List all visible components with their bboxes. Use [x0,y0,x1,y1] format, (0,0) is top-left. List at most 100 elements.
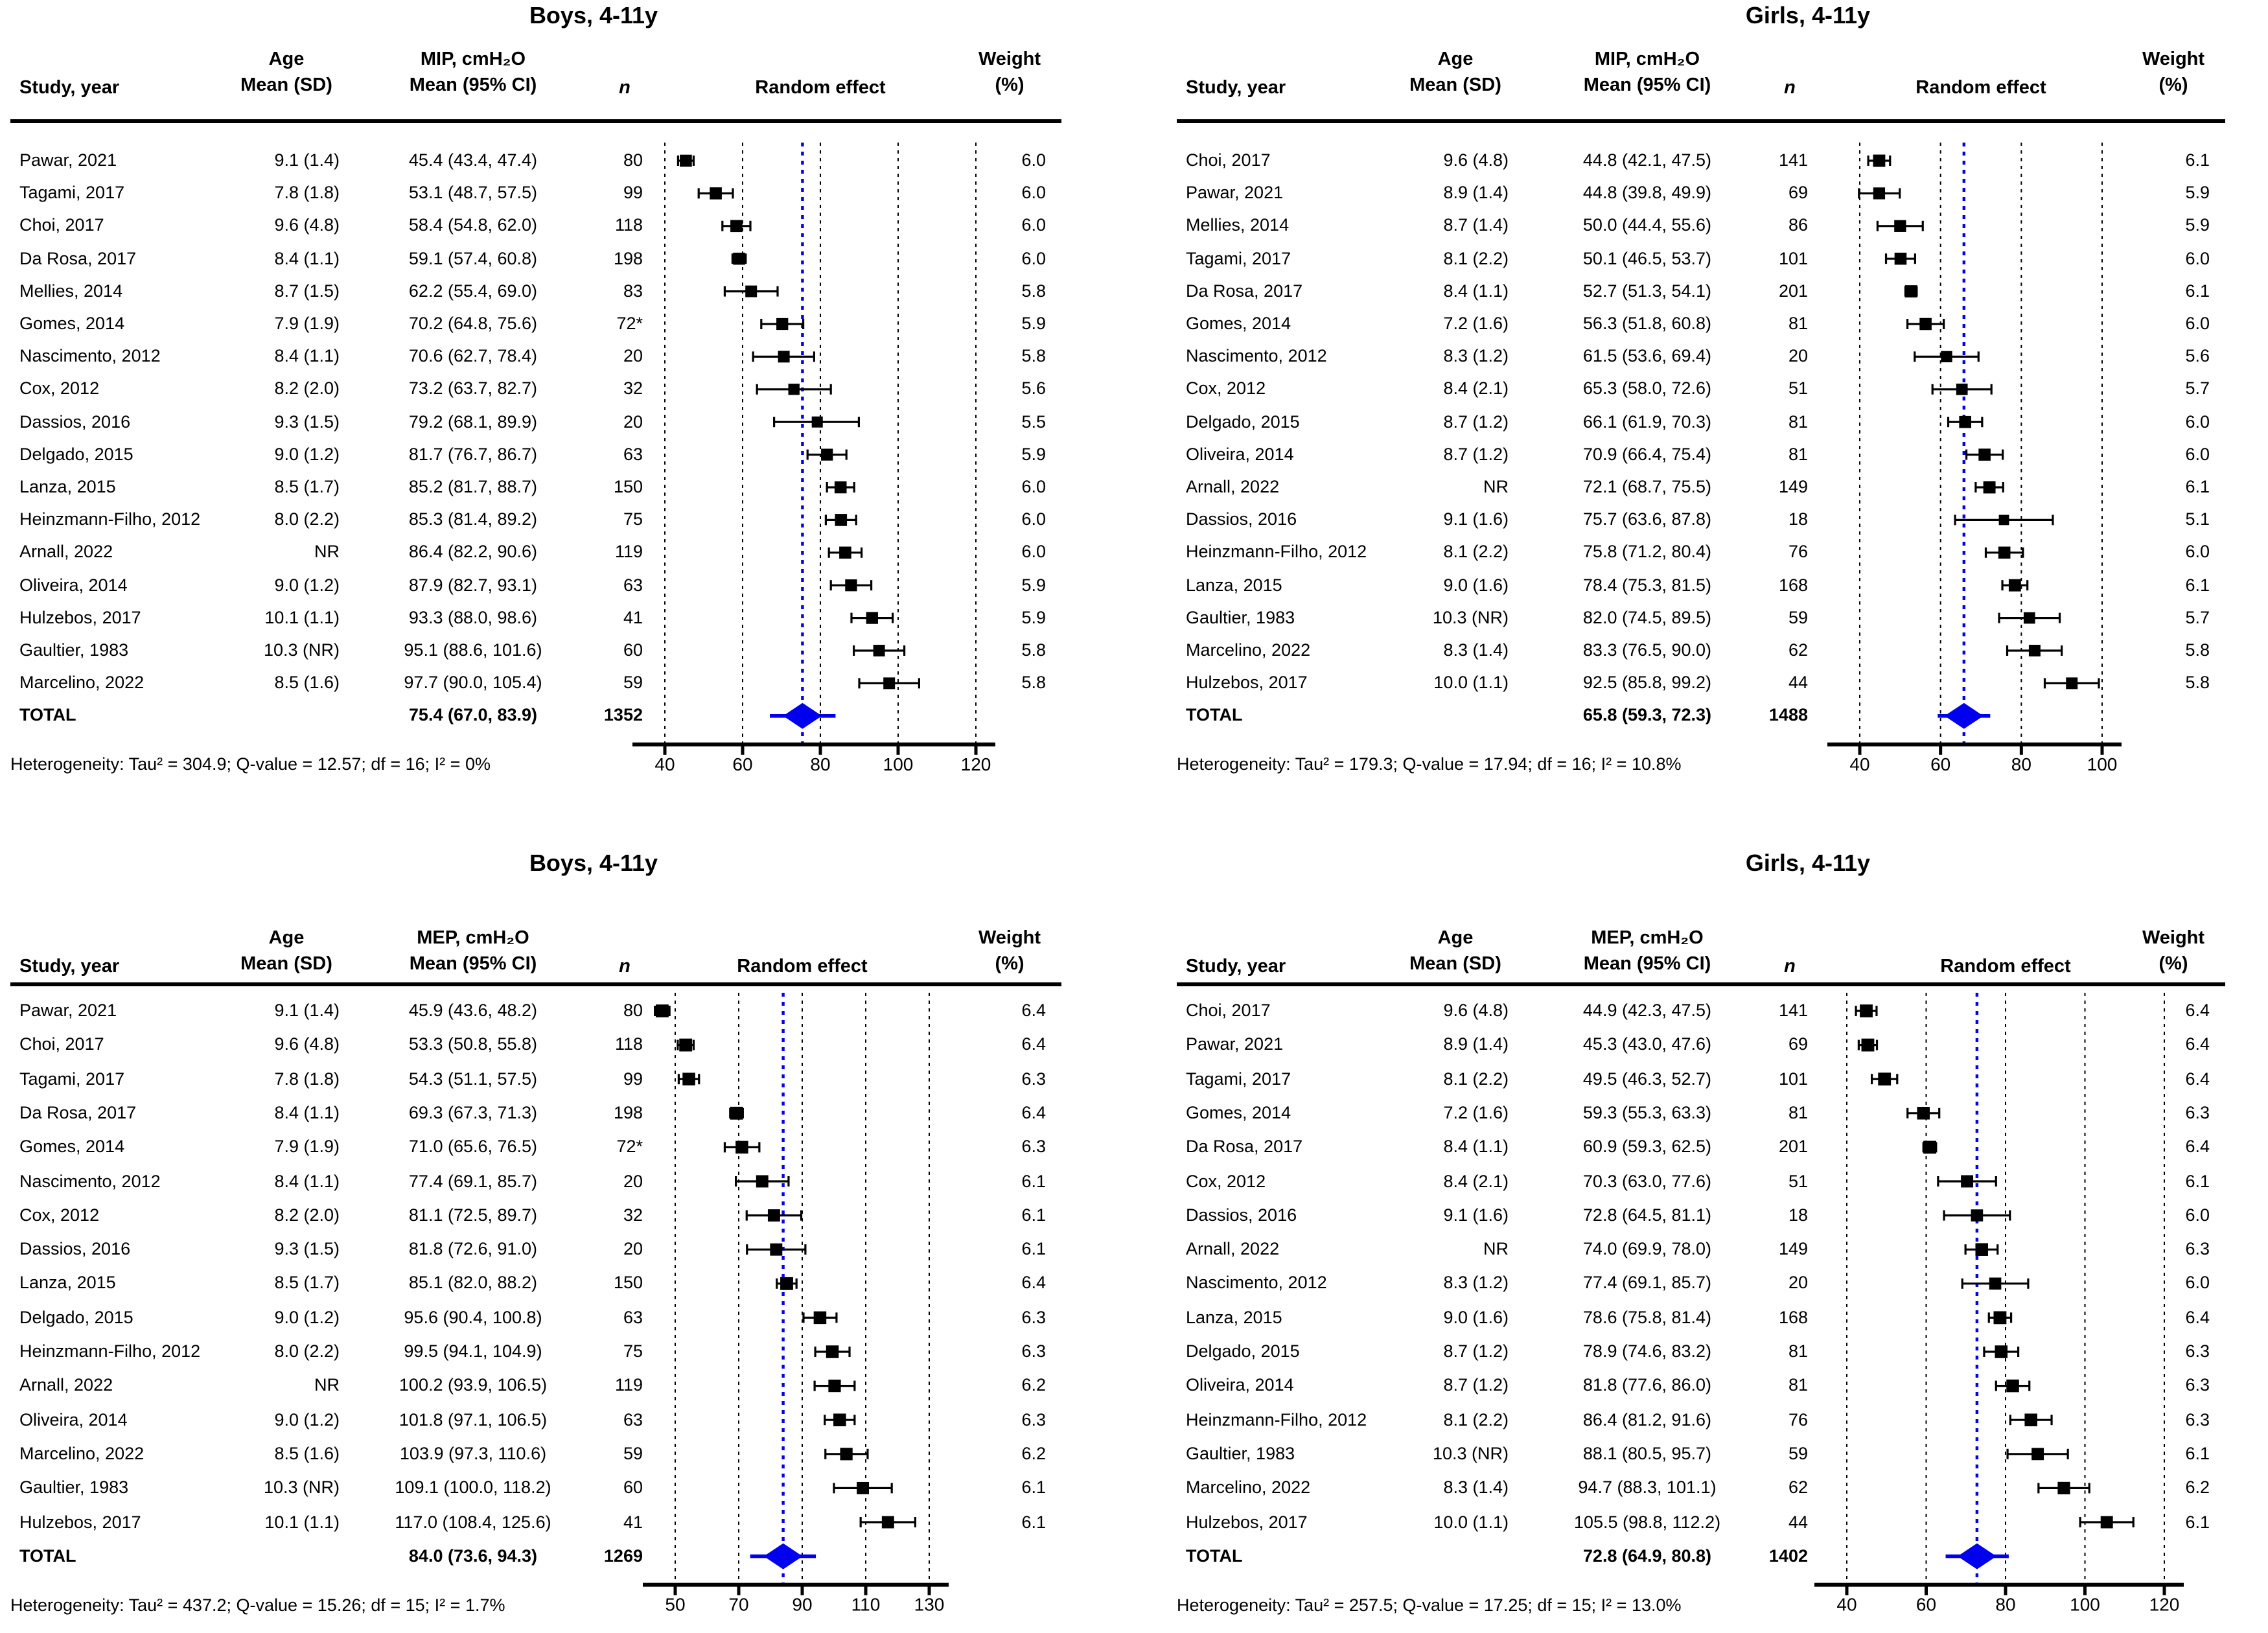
col-header-n: n [619,956,631,977]
study-cell: Lanza, 2015 [1186,1307,1282,1327]
study-cell: Lanza, 2015 [19,1273,116,1293]
study-cell: Tagami, 2017 [1186,1069,1291,1089]
summary-diamond [1938,702,1991,729]
age-cell: 8.0 (2.2) [274,509,340,529]
study-cell: Nascimento, 2012 [1186,1273,1327,1293]
weight-cell: 5.6 [2185,346,2210,366]
age-cell: 7.2 (1.6) [1443,314,1509,333]
n-cell: 63 [623,1409,643,1430]
weight-cell: 6.2 [1021,1443,1046,1463]
weight-cell: 6.3 [2185,1341,2210,1361]
study-cell: Gaultier, 1983 [1186,607,1295,627]
ci-cell: 94.7 (88.3, 101.1) [1578,1477,1717,1498]
age-cell: 9.3 (1.5) [274,1239,340,1259]
ci-cell: 56.3 (51.8, 60.8) [1582,314,1712,333]
n-cell: 60 [623,1477,643,1498]
study-cell: Gaultier, 1983 [19,1477,129,1498]
n-cell: 76 [1788,542,1808,562]
n-cell: 51 [1788,378,1808,399]
ci-cell: 83.3 (76.5, 90.0) [1582,640,1712,660]
study-cell: Hulzebos, 2017 [19,607,141,627]
n-cell: 44 [1788,1512,1808,1531]
col-header-measure: MIP, cmH₂O Mean (95% CI) [1583,49,1711,96]
ci-marker [1870,1072,1899,1086]
age-cell: 9.6 (4.8) [1443,150,1509,170]
ci-marker [1983,1345,2020,1358]
weight-cell: 6.4 [2185,1069,2210,1089]
weight-cell: 5.8 [1021,346,1046,366]
study-cell: Pawar, 2021 [19,150,117,170]
forest-plot-svg: 40 60 80 100 120 [1814,993,2184,1615]
age-cell: 7.9 (1.9) [274,1137,340,1157]
n-cell: 1269 [603,1546,643,1566]
ci-cell: 86.4 (82.2, 90.6) [408,542,538,562]
n-cell: 59 [1788,607,1808,627]
study-cell: Pawar, 2021 [1186,1034,1284,1054]
col-header-measure: MIP, cmH₂O Mean (95% CI) [409,49,537,96]
weight-cell: 6.1 [1021,1171,1046,1190]
study-cell: Delgado, 2015 [19,1307,133,1327]
weight-cell: 6.4 [2185,1034,2210,1054]
x-axis: 40 60 80 100 [1827,742,2122,774]
n-cell: 101 [1778,248,1808,268]
axis-tick-label: 120 [2149,1595,2180,1615]
n-cell: 20 [623,1239,643,1259]
weight-cell: 6.0 [2185,1205,2210,1225]
weight-cell: 6.3 [1021,1069,1046,1089]
n-cell: 149 [1778,477,1808,496]
age-cell: 10.3 (NR) [1432,1443,1509,1463]
col-header-measure: MEP, cmH₂O Mean (95% CI) [409,928,537,975]
col-header-age: Age Mean (SD) [240,928,332,975]
ci-cell: 73.2 (63.7, 82.7) [408,378,538,399]
col-header-study: Study, year [19,78,120,98]
study-cell: Delgado, 2015 [1186,411,1300,432]
ci-marker [677,1072,700,1085]
study-cell: Tagami, 2017 [1186,248,1291,268]
study-cell: Nascimento, 2012 [19,1171,161,1190]
study-cell: Oliveira, 2014 [19,1409,128,1430]
ci-marker [1858,187,1901,200]
x-axis: 40 60 80 100 120 [1814,1582,2184,1615]
weight-cell: 5.8 [1021,281,1046,301]
gridlines [664,143,977,743]
study-cell: Da Rosa, 2017 [19,1102,137,1122]
ci-cell: 71.0 (65.6, 76.5) [408,1137,538,1157]
age-cell: 8.5 (1.6) [274,1443,340,1463]
ci-marker [1947,415,1984,428]
n-cell: 141 [1778,150,1808,170]
weight-cell: 6.0 [1021,183,1046,203]
age-cell: 8.4 (1.1) [1443,281,1509,301]
study-cell: Da Rosa, 2017 [1186,1137,1303,1157]
n-cell: 150 [613,1273,643,1293]
n-cell: 81 [1788,1375,1808,1395]
weight-cell: 6.4 [1021,1273,1046,1293]
age-cell: 9.6 (4.8) [274,1034,340,1054]
weight-cell: 6.4 [2185,1001,2210,1020]
ci-marker [1961,1277,2030,1290]
ci-cell: 59.3 (55.3, 63.3) [1582,1102,1712,1122]
ci-cell: 66.1 (61.9, 70.3) [1582,411,1712,432]
col-header-measure: MEP, cmH₂O Mean (95% CI) [1583,928,1711,975]
ci-marker [2006,645,2063,656]
ci-marker [858,677,921,689]
weight-cell: 6.4 [1021,1102,1046,1122]
panel-title: Boys, 4-11y [529,850,658,876]
age-cell: 8.5 (1.6) [274,673,340,693]
ci-marker [734,1175,790,1188]
axis-tick-label: 40 [654,754,675,774]
age-cell: 10.0 (1.1) [1433,1512,1509,1531]
forest-plot-svg: 40 60 80 100 120 [632,143,995,774]
age-cell: 8.4 (1.1) [274,346,340,366]
n-cell: 168 [1778,575,1808,595]
ci-marker [2043,677,2100,689]
study-cell: Marcelino, 2022 [1186,1477,1311,1498]
ci-cell: 88.1 (80.5, 95.7) [1582,1443,1712,1463]
age-cell: 8.9 (1.4) [1443,1034,1509,1054]
weight-cell: 6.1 [1021,1477,1046,1498]
weight-cell: 6.4 [1021,1034,1046,1054]
age-cell: 10.1 (1.1) [264,607,340,627]
panel-girls-mep: Girls, 4-11y Study, year Age Mean (SD) M… [1134,816,2268,1633]
age-cell: 9.6 (4.8) [274,215,340,235]
col-header-n: n [619,78,631,98]
